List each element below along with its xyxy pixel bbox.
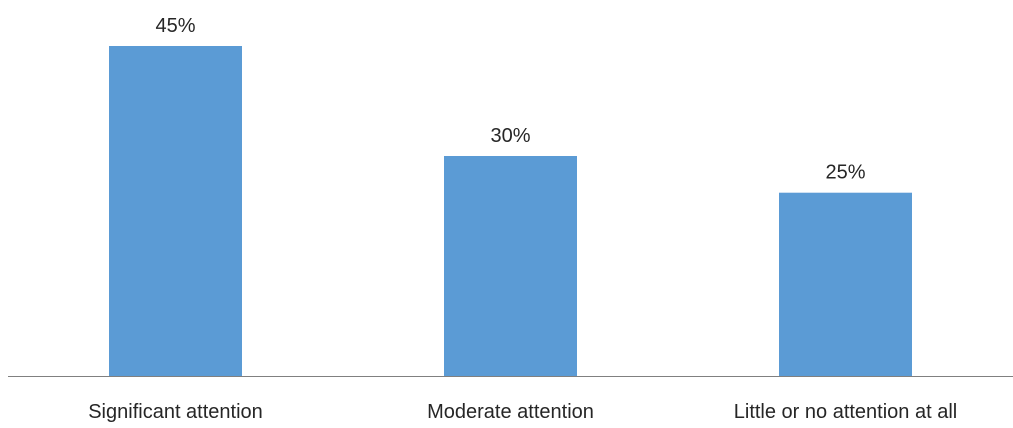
x-tick-label-2: Moderate attention [427,401,594,423]
bar-1 [109,46,242,376]
x-tick-labels-group: Significant attention Moderate attention L… [88,401,957,423]
x-tick-label-1: Significant attention [88,401,263,423]
data-labels-group: 45% 30% 25% [155,15,865,184]
bars-group [109,46,912,376]
data-label-1: 45% [155,15,195,37]
data-label-3: 25% [825,162,865,184]
bar-3 [779,192,912,376]
x-tick-label-3: Little or no attention at all [734,401,957,423]
bar-2 [444,156,577,376]
data-label-2: 30% [490,125,530,147]
